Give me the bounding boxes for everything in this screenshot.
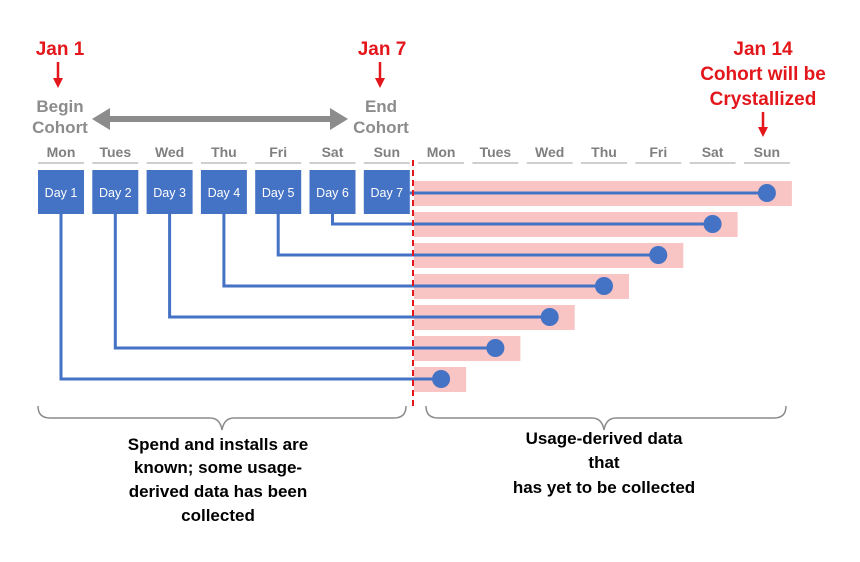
collection-end-dot-5	[649, 246, 668, 264]
weekday-label-3: Wed	[155, 144, 184, 160]
weekday-label-11: Thu	[591, 144, 617, 160]
right-caption-line2: that	[588, 453, 620, 472]
weekday-label-4: Thu	[211, 144, 237, 160]
begin-cohort-label-line2: Cohort	[32, 118, 88, 137]
weekday-header-row: Mon Tues Wed Thu Fri Sat Sun Mon Tues Wed Thu Fri Sa…	[38, 144, 790, 164]
weekday-label-6: Sat	[322, 144, 344, 160]
weekday-label-8: Mon	[427, 144, 456, 160]
crystal-label-line1: Cohort will be	[700, 64, 826, 85]
weekday-label-2: Tues	[99, 144, 131, 160]
day-box-5	[255, 170, 302, 214]
end-cohort-label-line2: Cohort	[353, 118, 409, 137]
collection-end-dot-4	[595, 277, 613, 295]
crystal-date-label: Jan 14	[733, 39, 793, 60]
day-box-label-3: Day 3	[153, 186, 186, 200]
day-box-label-4: Day 4	[208, 186, 241, 200]
right-caption-line1: Usage-derived data	[526, 429, 683, 448]
connector-day-3	[168, 214, 550, 319]
day-box-7	[363, 170, 410, 214]
left-caption-line1: Spend and installs are	[128, 435, 308, 454]
collection-end-dot-6	[703, 215, 722, 233]
day-box-label-2: Day 2	[99, 186, 132, 200]
start-date-label: Jan 1	[36, 39, 85, 60]
collection-end-dot-2	[486, 339, 505, 357]
day-box-3	[146, 170, 193, 214]
cohort-span-arrow	[92, 108, 348, 130]
day-box-1	[38, 170, 84, 214]
right-brace	[425, 405, 787, 431]
day-box-label-7: Day 7	[370, 186, 403, 200]
weekday-label-14: Sun	[754, 144, 780, 160]
connector-day-1	[59, 214, 442, 381]
connector-day-2	[113, 214, 496, 350]
day-box-label-1: Day 1	[45, 186, 78, 200]
right-caption-line3: has yet to be collected	[513, 478, 695, 497]
left-brace	[37, 405, 407, 431]
weekday-label-10: Wed	[535, 144, 564, 160]
crystal-label-line2: Crystallized	[710, 89, 817, 110]
day-box-label-6: Day 6	[316, 186, 349, 200]
collection-end-dot-3	[540, 308, 559, 326]
connector-day-4	[222, 214, 604, 288]
day-box-2	[92, 170, 139, 214]
weekday-label-1: Mon	[47, 144, 76, 160]
day-box-label-5: Day 5	[262, 186, 295, 200]
weekday-label-7: Sun	[374, 144, 400, 160]
day-connectors	[59, 184, 776, 388]
end-date-label: Jan 7	[358, 39, 407, 60]
collection-end-dot-1	[432, 370, 451, 388]
left-caption-line2: known; some usage-	[134, 458, 302, 477]
left-caption-line4: collected	[181, 506, 255, 525]
weekday-label-13: Sat	[702, 144, 724, 160]
day-box-6	[309, 170, 356, 214]
weekday-label-5: Fri	[269, 144, 287, 160]
connector-day-5	[276, 214, 659, 257]
collection-end-dot-7	[757, 184, 776, 202]
left-caption-line3: derived data has been	[129, 482, 308, 501]
weekday-label-12: Fri	[649, 144, 667, 160]
cohort-day-boxes: Day 1 Day 2 Day 3 Day 4 Day 5 Day 6 Day 7	[38, 170, 410, 214]
begin-cohort-label-line1: Begin	[36, 97, 83, 116]
weekday-label-9: Tues	[480, 144, 512, 160]
day-box-4	[200, 170, 247, 214]
end-cohort-label-line1: End	[365, 97, 397, 116]
connector-day-6	[331, 214, 713, 226]
